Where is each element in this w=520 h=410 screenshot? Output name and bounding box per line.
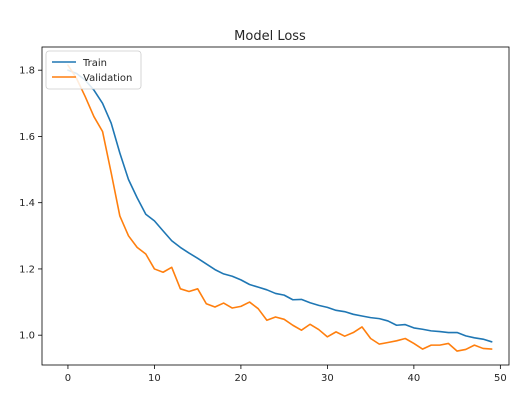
series-lines xyxy=(67,64,493,352)
x-tick-label: 10 xyxy=(148,373,161,384)
plot-area-frame xyxy=(41,46,510,366)
legend-label-validation: Validation xyxy=(83,73,132,84)
y-tick-label: 1.2 xyxy=(19,264,35,275)
y-tick-label: 1.6 xyxy=(19,132,35,143)
legend-label-train: Train xyxy=(82,58,107,69)
y-tick-label: 1.8 xyxy=(19,66,35,77)
x-tick-label: 40 xyxy=(408,373,421,384)
series-line-validation xyxy=(67,64,493,352)
x-tick-label: 50 xyxy=(494,373,507,384)
x-tick-label: 30 xyxy=(321,373,334,384)
chart-title: Model Loss xyxy=(234,29,306,44)
x-tick-label: 0 xyxy=(65,373,71,384)
axis-ticks: 0 10 20 30 40 50 1.0 1.2 1.4 1.6 1.8 xyxy=(19,66,507,384)
y-tick-label: 1.4 xyxy=(19,198,35,209)
legend: Train Validation xyxy=(45,50,142,90)
series-line-train xyxy=(67,69,493,343)
x-tick-label: 20 xyxy=(235,373,248,384)
legend-box xyxy=(45,50,142,90)
y-tick-label: 1.0 xyxy=(19,331,35,342)
